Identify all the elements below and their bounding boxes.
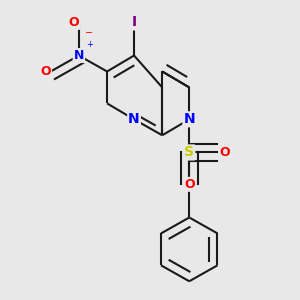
- Text: +: +: [86, 40, 93, 49]
- Text: O: O: [220, 146, 230, 159]
- Text: O: O: [69, 16, 79, 29]
- Text: N: N: [74, 49, 84, 62]
- Text: O: O: [184, 178, 195, 191]
- Text: O: O: [40, 65, 51, 78]
- Text: N: N: [128, 112, 140, 126]
- Text: −: −: [85, 28, 93, 38]
- Text: S: S: [184, 146, 194, 160]
- Text: N: N: [183, 112, 195, 126]
- Text: I: I: [131, 15, 136, 29]
